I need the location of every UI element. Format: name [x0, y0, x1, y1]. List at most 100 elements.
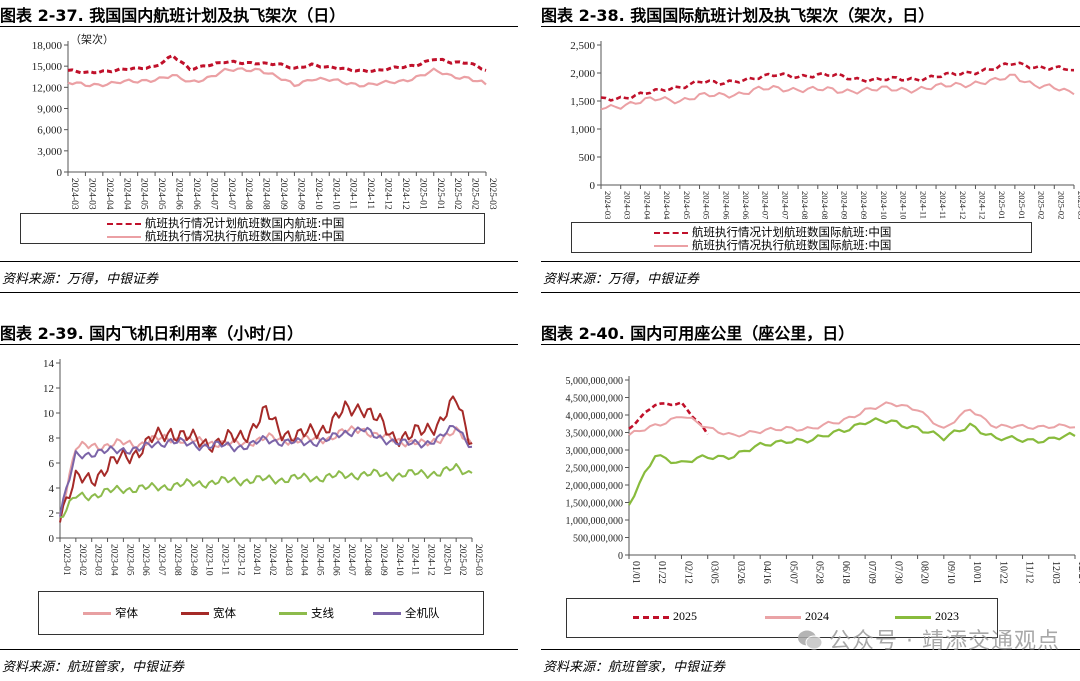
x-tick-label: 2025-01 — [435, 178, 445, 210]
chart-legend: 航班执行情况计划航班数国内航班:中国 航班执行情况执行航班数国内航班:中国 — [20, 213, 485, 244]
legend-swatch — [654, 244, 688, 247]
x-tick-label: 05/07 — [787, 561, 798, 584]
x-tick-label: 2024-09 — [278, 178, 288, 210]
x-tick-label: 2023-07 — [156, 544, 166, 576]
legend-item-2023: 2023 — [895, 609, 959, 624]
legend-item-2024: 2024 — [765, 609, 829, 624]
legend-item-planned: 航班执行情况计划航班数国内航班:中国 — [107, 215, 344, 231]
source-bottom-rule — [0, 292, 518, 293]
chart-title: 图表 2-40. 国内可用座公里（座公里，日） — [541, 324, 855, 343]
y-tick-label: 3,500,000,000 — [566, 429, 624, 440]
wechat-icon — [798, 630, 823, 650]
y-tick-label: 4,500,000,000 — [566, 394, 624, 405]
source-rule — [541, 649, 1080, 650]
y-tick-label: 4,000,000,000 — [566, 411, 624, 422]
x-tick-label: 2024-04 — [121, 178, 131, 210]
source-rule — [541, 261, 1080, 262]
x-tick-label: 2023-12 — [235, 544, 245, 576]
y-tick-label: 9,000 — [37, 104, 62, 116]
y-tick-label: 14 — [43, 358, 55, 370]
x-tick-label: 2024-09 — [859, 191, 869, 219]
x-tick-label: 2025-03 — [1076, 191, 1080, 219]
chart-panel-aircraft-utilization: 图表 2-39. 国内飞机日利用率（小时/日） 0 2 4 6 8 10 12 14 2023-… — [0, 318, 518, 681]
x-tick-label: 2025-03 — [487, 178, 497, 210]
chart-panel-available-seat-km: 图表 2-40. 国内可用座公里（座公里，日） 0 500,000,000 1,00… — [541, 318, 1080, 681]
x-tick-label: 2024-01 — [251, 544, 261, 576]
legend-swatch — [107, 222, 141, 225]
chart-title: 图表 2-39. 国内飞机日利用率（小时/日） — [0, 324, 304, 343]
x-tick-label: 02/12 — [682, 561, 693, 584]
x-tick-label: 2024-04 — [662, 191, 672, 220]
x-tick-label: 07/09 — [866, 561, 877, 584]
x-tick-label: 2024-11 — [365, 178, 375, 210]
x-tick-label: 2025-01 — [441, 544, 451, 576]
y-tick-label: 15,000 — [32, 61, 63, 73]
legend-item-2025: 2025 — [633, 609, 697, 624]
x-tick-label: 2024-09 — [840, 191, 850, 219]
x-tick-label: 2024-08 — [243, 178, 253, 210]
chart-title: 图表 2-37. 我国国内航班计划及执飞架次（日） — [0, 6, 346, 25]
x-tick-label: 2024-04 — [104, 178, 114, 210]
y-tick-label: 8 — [49, 433, 55, 445]
x-tick-label: 2023-01 — [61, 544, 71, 576]
x-tick-label: 2024-11 — [410, 544, 420, 576]
x-tick-label: 2024-03 — [603, 191, 613, 219]
legend-swatch — [279, 612, 307, 615]
x-tick-label: 2023-06 — [140, 544, 150, 576]
x-tick-label: 10/01 — [971, 561, 982, 584]
x-tick-label: 2025-01 — [1017, 191, 1027, 219]
legend-item-executed: 航班执行情况执行航班数国内航班:中国 — [107, 228, 344, 244]
chart-legend: 2025 2024 2023 — [566, 598, 998, 638]
series-line-1 — [600, 61, 1075, 102]
y-tick-label: 1,500,000,000 — [566, 499, 624, 510]
chart-plot: 0 3,000 6,000 9,000 12,000 15,000 18,000 2024-0… — [32, 32, 497, 210]
chart-source: 资料来源：航班管家，中银证券 — [543, 660, 726, 675]
y-tick-label: 3,000 — [37, 146, 62, 158]
x-tick-label: 2024-03 — [623, 191, 633, 219]
x-tick-label: 2023-09 — [188, 544, 198, 576]
x-tick-label: 04/16 — [761, 561, 772, 584]
legend-item-narrow: 窄体 — [83, 605, 138, 621]
x-tick-label: 2024-06 — [191, 178, 201, 210]
x-tick-label: 2024-04 — [642, 191, 652, 220]
x-tick-label: 2024-05 — [315, 544, 325, 576]
y-tick-label: 500 — [579, 152, 596, 164]
x-tick-label: 2024-05 — [156, 178, 166, 210]
title-rule — [541, 344, 1080, 345]
x-tick-label: 12/24 — [1076, 561, 1080, 584]
y-tick-label: 2,500,000,000 — [566, 464, 624, 475]
x-tick-label: 2024-10 — [313, 178, 323, 210]
legend-swatch — [633, 615, 669, 619]
series-line-4 — [59, 425, 473, 517]
y-tick-label: 0 — [57, 167, 63, 179]
y-tick-label: 4 — [49, 483, 55, 495]
x-tick-label: 2024-07 — [208, 178, 218, 210]
y-tick-label: 6,000 — [37, 125, 62, 137]
title-rule — [0, 26, 518, 27]
legend-swatch — [654, 231, 688, 234]
x-tick-label: 12/03 — [1050, 561, 1061, 584]
x-tick-label: 2023-08 — [172, 544, 182, 576]
x-tick-label: 2025-01 — [997, 191, 1007, 219]
x-tick-label: 2024-12 — [977, 191, 987, 219]
legend-swatch — [83, 612, 111, 615]
x-tick-label: 03/05 — [709, 561, 720, 584]
series-line-1 — [628, 401, 709, 436]
series-line-1 — [67, 54, 487, 75]
x-tick-label: 03/26 — [735, 561, 746, 584]
x-tick-label: 2025-02 — [457, 544, 467, 576]
x-tick-label: 2024-08 — [261, 178, 271, 210]
x-tick-label: 2024-11 — [918, 191, 928, 219]
y-tick-label: 3,000,000,000 — [566, 446, 624, 457]
y-tick-label: 12 — [43, 383, 54, 395]
x-tick-label: 2025-01 — [417, 178, 427, 210]
legend-item-fleet: 全机队 — [373, 605, 440, 621]
chart-source: 资料来源：万得，中银证券 — [2, 272, 159, 287]
x-tick-label: 2024-07 — [226, 178, 236, 210]
watermark-text: 公众号 · 靖添交通观点 — [829, 629, 1060, 654]
legend-swatch — [373, 612, 401, 615]
y-tick-label: 0 — [49, 533, 55, 545]
legend-item-regional: 支线 — [279, 605, 334, 621]
x-tick-label: 2024-06 — [721, 191, 731, 219]
y-tick-label: 2,000 — [570, 68, 595, 80]
